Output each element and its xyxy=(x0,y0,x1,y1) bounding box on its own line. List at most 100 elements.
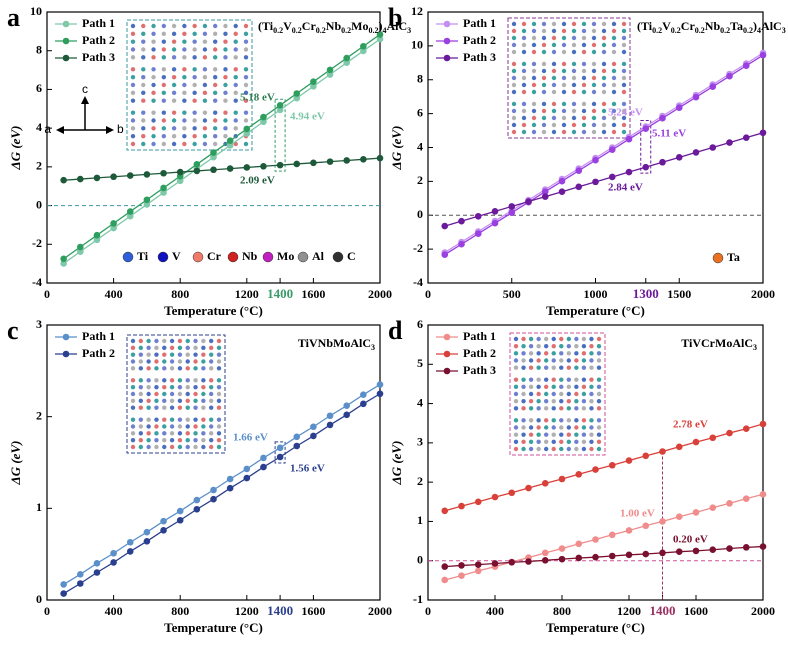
atom xyxy=(192,98,197,103)
axis-letter: c xyxy=(82,82,88,96)
y-tick-label: 2 xyxy=(36,159,42,173)
axis-letter: b xyxy=(117,122,124,136)
panel: -4 -2 0 2 4 6 8 10 12 0 500 1000 1500 2000 1300 Path 1 P… xyxy=(388,3,786,318)
atom xyxy=(171,23,177,29)
y-tick-label: 4 xyxy=(417,139,423,153)
atom xyxy=(591,108,597,114)
atom xyxy=(223,133,228,139)
x-tick-label: 1000 xyxy=(584,287,608,301)
atom xyxy=(531,61,537,67)
atom xyxy=(171,67,177,72)
atom xyxy=(202,118,208,123)
atom xyxy=(208,384,214,390)
atom xyxy=(581,129,587,135)
atom xyxy=(536,432,541,437)
atom xyxy=(521,365,526,370)
atom xyxy=(559,446,564,452)
atom xyxy=(596,418,602,423)
atom xyxy=(621,42,627,48)
atom xyxy=(531,115,537,121)
atom xyxy=(581,82,587,88)
legend-label: Path 2 xyxy=(82,33,115,47)
atom xyxy=(151,39,156,44)
atom xyxy=(154,378,159,383)
atom xyxy=(216,338,222,344)
formula-part: V xyxy=(662,19,671,33)
atom xyxy=(589,439,594,445)
data-point xyxy=(60,176,67,184)
atom xyxy=(201,391,206,397)
atom xyxy=(511,68,517,74)
data-point xyxy=(709,144,717,151)
atom xyxy=(162,424,167,429)
atom xyxy=(192,118,197,123)
atom xyxy=(528,336,534,342)
atom xyxy=(528,377,534,382)
data-point xyxy=(709,83,717,90)
formula-part: 3 xyxy=(371,343,375,352)
atom xyxy=(531,75,537,81)
data-point xyxy=(376,381,384,388)
x-tick-label: 400 xyxy=(105,604,123,618)
atom xyxy=(193,417,198,422)
x-tick-label: 2000 xyxy=(751,287,775,301)
atom xyxy=(208,352,214,357)
legend-marker xyxy=(443,350,451,358)
atom xyxy=(581,108,587,114)
atom xyxy=(171,118,177,123)
atom xyxy=(169,338,175,344)
data-point xyxy=(759,129,767,137)
atom xyxy=(141,90,146,96)
atom xyxy=(161,110,167,115)
atom xyxy=(531,108,537,114)
annotation: 2.84 eV xyxy=(608,182,643,194)
atom xyxy=(621,115,627,121)
atom xyxy=(193,366,198,371)
atom xyxy=(146,424,151,429)
data-point xyxy=(260,118,267,126)
crystal-inset xyxy=(126,334,226,454)
atom xyxy=(212,31,218,37)
atom xyxy=(574,358,579,363)
atom xyxy=(202,31,208,37)
atom xyxy=(192,55,197,60)
y-tick-label: 6 xyxy=(36,81,42,95)
atom xyxy=(146,378,151,383)
atom xyxy=(543,439,549,445)
atom xyxy=(185,352,190,357)
atom xyxy=(571,49,577,55)
atom xyxy=(541,42,547,48)
highlight-tick-label: 1400 xyxy=(267,286,293,301)
atom xyxy=(591,42,597,48)
atom xyxy=(611,28,617,34)
panel-letter: a xyxy=(7,3,20,32)
atom xyxy=(243,110,249,115)
atom xyxy=(141,23,146,29)
atom xyxy=(201,338,206,344)
atom xyxy=(130,47,136,52)
atom xyxy=(130,391,136,397)
data-point xyxy=(310,423,317,431)
atom xyxy=(169,391,175,397)
atom xyxy=(193,391,198,397)
atom xyxy=(581,391,587,397)
atom xyxy=(171,47,177,52)
y-tick-label: 3 xyxy=(36,317,42,331)
atom xyxy=(511,89,517,95)
atom xyxy=(591,21,597,27)
atom xyxy=(581,384,587,390)
atom xyxy=(611,35,617,41)
atom xyxy=(202,82,208,88)
data-point xyxy=(642,452,650,460)
atom xyxy=(154,398,159,404)
atom xyxy=(571,21,577,27)
data-point xyxy=(176,507,184,515)
atom xyxy=(138,437,144,443)
atom xyxy=(541,35,547,41)
atom xyxy=(591,75,597,81)
annotation: 2.09 eV xyxy=(240,175,275,187)
data-point xyxy=(110,173,117,181)
atom xyxy=(233,118,238,123)
atom xyxy=(611,75,617,81)
atom xyxy=(185,378,190,383)
